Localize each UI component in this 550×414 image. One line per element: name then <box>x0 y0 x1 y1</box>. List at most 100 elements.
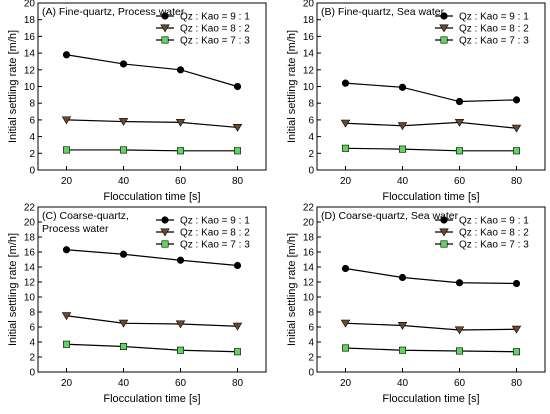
y-tick-label: 22 <box>24 203 36 214</box>
x-tick-label: 40 <box>397 176 409 187</box>
legend-label: Qz : Kao = 9 : 1 <box>180 12 250 23</box>
x-tick-label: 20 <box>340 176 352 187</box>
data-point <box>341 79 350 87</box>
y-tick-label: 22 <box>303 203 315 214</box>
series-line-1 <box>66 119 238 129</box>
data-point <box>511 124 522 133</box>
y-tick-label: 14 <box>24 49 36 60</box>
data-point <box>340 119 351 128</box>
y-tick-label: 8 <box>308 308 314 319</box>
legend-label: Qz : Kao = 7 : 3 <box>459 36 529 47</box>
y-tick-label: 6 <box>308 115 314 126</box>
y-tick-label: 20 <box>24 218 36 229</box>
legend-label: Qz : Kao = 8 : 2 <box>180 24 250 35</box>
y-tick-label: 6 <box>308 323 314 334</box>
data-point <box>233 261 242 270</box>
data-point <box>398 346 406 354</box>
data-point <box>175 118 186 127</box>
legend-marker <box>440 12 448 20</box>
data-point <box>232 123 243 132</box>
data-point <box>61 312 72 321</box>
data-point <box>234 348 242 356</box>
data-point <box>398 145 406 153</box>
legend-marker <box>160 228 170 237</box>
y-tick-label: 2 <box>29 149 35 160</box>
legend-marker <box>440 36 448 44</box>
y-tick-label: 4 <box>308 132 314 143</box>
data-point <box>340 319 351 328</box>
series-line-2 <box>345 147 517 152</box>
y-tick-label: 20 <box>303 0 315 10</box>
data-point <box>120 146 128 154</box>
chart-title: (A) Fine-quartz, Process water <box>42 6 185 18</box>
data-point <box>118 319 129 328</box>
series-line-1 <box>345 322 517 331</box>
y-tick-label: 6 <box>29 323 35 334</box>
data-point <box>512 348 520 356</box>
legend-label: Qz : Kao = 8 : 2 <box>459 24 529 35</box>
x-axis-label: Flocculation time [s] <box>382 191 479 203</box>
legend-label: Qz : Kao = 7 : 3 <box>180 240 250 251</box>
data-point <box>512 147 520 155</box>
y-tick-label: 18 <box>24 233 36 244</box>
y-tick-label: 0 <box>308 368 314 379</box>
data-point <box>176 66 185 74</box>
y-tick-label: 18 <box>303 15 315 26</box>
y-tick-label: 16 <box>24 248 36 259</box>
y-tick-label: 4 <box>29 338 35 349</box>
legend-marker <box>440 216 448 224</box>
data-point <box>175 320 186 329</box>
x-tick-label: 20 <box>61 176 73 187</box>
legend-marker <box>439 228 449 237</box>
data-point <box>512 96 521 104</box>
chart-panel-3: 0 2 4 6 8 10 12 14 16 18 20 22 20 40 60 80 Flocculation … <box>286 203 546 405</box>
x-tick-label: 40 <box>118 176 130 187</box>
y-tick-label: 12 <box>24 278 36 289</box>
data-point <box>234 147 242 155</box>
x-tick-label: 40 <box>118 378 130 389</box>
data-point <box>397 322 408 330</box>
chart-title: (B) Fine-quartz, Sea water <box>321 6 445 18</box>
series-line-2 <box>66 149 238 152</box>
data-point <box>119 250 128 258</box>
x-tick-label: 80 <box>511 378 523 389</box>
y-tick-label: 2 <box>308 353 314 364</box>
data-point <box>118 118 129 126</box>
data-point <box>455 347 463 355</box>
legend-label: Qz : Kao = 7 : 3 <box>459 240 529 251</box>
legend-label: Qz : Kao = 8 : 2 <box>459 228 529 239</box>
y-tick-label: 16 <box>303 248 315 259</box>
y-tick-label: 20 <box>303 218 315 229</box>
data-point <box>454 118 465 127</box>
data-point <box>455 279 464 287</box>
plot-frame <box>316 206 546 373</box>
y-tick-label: 20 <box>24 0 36 10</box>
chart-panel-0: 0 2 4 6 8 10 12 14 16 18 20 20 40 60 80 Flocculation ti… <box>7 0 267 203</box>
x-tick-label: 80 <box>511 176 523 187</box>
x-tick-label: 60 <box>175 176 187 187</box>
data-point <box>512 279 521 288</box>
y-axis-label: Initial settling rate [m/h] <box>7 30 19 143</box>
y-tick-label: 12 <box>303 65 315 76</box>
y-tick-label: 10 <box>303 82 315 93</box>
legend-marker <box>440 240 448 248</box>
y-tick-label: 0 <box>308 166 314 177</box>
y-tick-label: 8 <box>29 308 35 319</box>
y-tick-label: 4 <box>29 132 35 143</box>
data-point <box>119 60 128 68</box>
y-tick-label: 2 <box>308 149 314 160</box>
x-axis-label: Flocculation time [s] <box>103 393 200 405</box>
data-point <box>62 246 71 254</box>
data-point <box>455 147 463 155</box>
series-line-2 <box>66 343 238 353</box>
legend-marker <box>160 24 170 33</box>
series-line-0 <box>345 267 517 285</box>
legend-label: Qz : Kao = 9 : 1 <box>459 216 529 227</box>
data-point <box>232 322 243 331</box>
data-point <box>341 264 350 273</box>
y-tick-label: 14 <box>24 263 36 274</box>
x-axis-label: Flocculation time [s] <box>103 191 200 203</box>
y-tick-label: 12 <box>303 278 315 289</box>
data-point <box>341 144 349 152</box>
